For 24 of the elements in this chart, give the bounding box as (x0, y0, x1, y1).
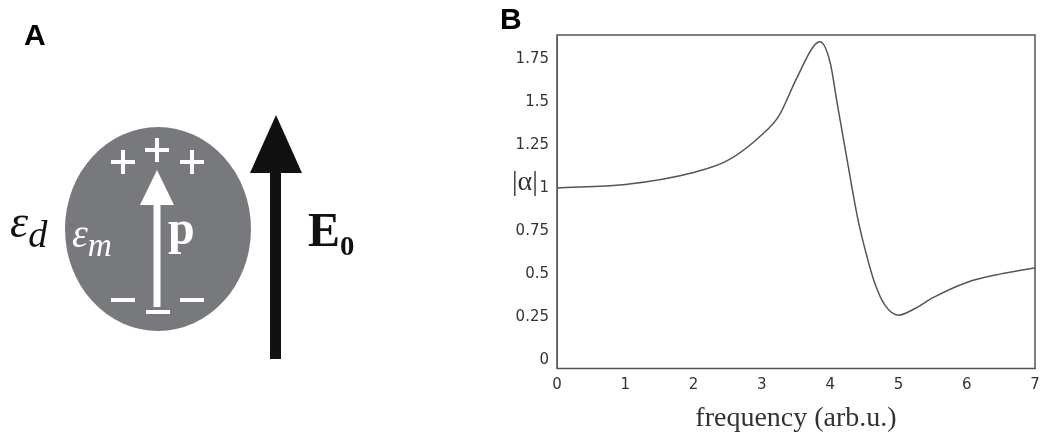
y-tick-label: 0 (539, 349, 549, 368)
x-tick-label: 6 (961, 375, 972, 394)
text: ε$_{m}$ (72, 210, 112, 264)
x-tick-label: 3 (757, 375, 767, 394)
text: ε$_{d}$ (10, 195, 48, 257)
x-tick-label: 1 (620, 375, 631, 394)
y-tick-label: 1.5 (525, 91, 549, 110)
x-axis-title: frequency (arb.u.) (695, 400, 897, 432)
text: E₀ (308, 202, 355, 257)
x-tick-label: 0 (552, 375, 562, 394)
y-tick-label: 1.25 (515, 134, 549, 153)
text: p (168, 200, 195, 255)
y-tick-label: 1 (539, 177, 549, 196)
text: A (24, 18, 46, 52)
y-tick-label: 0.25 (515, 306, 549, 325)
y-tick-label: 0.5 (525, 263, 549, 282)
y-tick-label: 1.75 (515, 48, 549, 67)
x-tick-label: 2 (688, 375, 699, 394)
y-tick-label: 0.75 (515, 220, 549, 239)
x-tick-label: 7 (1030, 375, 1040, 394)
chart-title: B (500, 2, 522, 36)
x-tick-label: 4 (825, 375, 835, 394)
x-tick-label: 5 (893, 375, 904, 394)
y-axis-title: |α| (512, 165, 538, 197)
